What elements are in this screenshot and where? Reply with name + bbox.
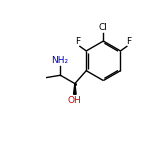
Text: OH: OH <box>68 96 82 105</box>
Text: F: F <box>76 37 81 46</box>
Text: Cl: Cl <box>99 23 108 32</box>
Text: NH₂: NH₂ <box>51 56 68 65</box>
Text: F: F <box>126 37 131 46</box>
Polygon shape <box>74 84 76 94</box>
